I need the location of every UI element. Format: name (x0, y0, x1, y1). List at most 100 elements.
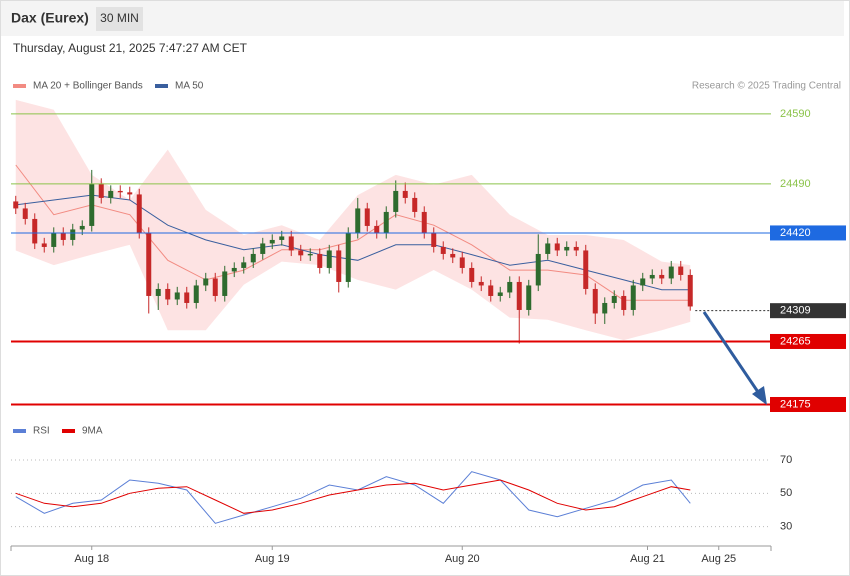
legend-swatch (155, 84, 168, 88)
y-tick-label: 70 (780, 454, 792, 466)
candle-body (336, 250, 342, 282)
candle-body (250, 253, 256, 263)
price-level-box (770, 333, 846, 349)
price-level-box (770, 396, 846, 412)
candle-body (32, 218, 38, 244)
candle-body (79, 225, 85, 230)
candle-body (440, 246, 446, 254)
candle-body (146, 232, 152, 296)
candle-body (108, 190, 114, 198)
timeframe[interactable]: 30 MIN (100, 11, 139, 25)
candle-body (564, 246, 570, 251)
candle-body (355, 208, 361, 233)
price-level-label: 24490 (780, 178, 811, 190)
candle-body (592, 288, 598, 314)
source: Research © 2025 Trading Central (692, 81, 841, 92)
candle-body (678, 266, 684, 275)
candle-body (165, 288, 171, 300)
candle-body (184, 292, 190, 303)
candle-body (583, 250, 589, 289)
legend-swatch (62, 429, 75, 433)
legend-label: MA 50 (175, 81, 204, 92)
candle-body (659, 274, 665, 279)
candle-body (127, 192, 133, 195)
legend-swatch (13, 429, 26, 433)
candle-body (431, 232, 437, 247)
price-level-label: 24175 (780, 398, 811, 410)
candle-body (288, 236, 294, 251)
candle-body (640, 278, 646, 286)
price-level-box (770, 303, 846, 319)
y-tick-label: 30 (780, 521, 792, 533)
x-tick-label: Aug 25 (701, 553, 736, 565)
forecast-arrow (702, 311, 760, 393)
x-tick-label: Aug 19 (255, 553, 290, 565)
indicator-line (15, 479, 691, 514)
price-level-label: 24590 (780, 108, 811, 120)
candle-body (602, 302, 608, 314)
subtitle: Thursday, August 21, 2025 7:47:27 AM CET (13, 41, 248, 55)
legend-label: RSI (33, 426, 50, 437)
candle-body (212, 278, 218, 296)
candle-body (421, 211, 427, 233)
candle-body (478, 281, 484, 286)
candle-body (516, 281, 522, 310)
main-layer: Aug 18 Aug 19 Aug 20 Aug 21 Aug 25 MA 20 + Bo… (11, 81, 846, 565)
x-tick-label: Aug 21 (630, 553, 665, 565)
y-tick-label: 50 (780, 487, 792, 499)
timeframe-button[interactable] (96, 7, 143, 31)
candle-body (621, 295, 627, 310)
candle-body (535, 253, 541, 286)
candle-body (89, 183, 95, 226)
candle-body (298, 250, 304, 256)
bollinger-band (15, 99, 691, 341)
candle-body (174, 292, 180, 300)
candle-body (317, 253, 323, 268)
legend-label: 9MA (82, 426, 103, 437)
candle-body (459, 257, 465, 268)
price-level-label: 24309 (780, 305, 811, 317)
candle-body (526, 285, 532, 310)
chart-title: Dax (Eurex) (11, 10, 89, 26)
candle-body (279, 236, 285, 240)
candle-body (203, 278, 209, 286)
candle-body (241, 262, 247, 268)
candle-body (668, 266, 674, 279)
candle-body (630, 285, 636, 310)
candle-body (469, 267, 475, 282)
candle-body (554, 243, 560, 251)
candle-body (507, 281, 513, 293)
candle-body (307, 253, 313, 256)
price-level-box (770, 225, 846, 241)
candle-body (155, 288, 161, 296)
band-layer (15, 99, 691, 341)
candle-body (193, 285, 199, 303)
candle-body (364, 208, 370, 226)
candle-body (22, 208, 28, 219)
candle-body (649, 274, 655, 279)
candle-body (488, 285, 494, 296)
candle-body (70, 229, 76, 240)
legend-swatch (13, 84, 26, 88)
legend-label: MA 20 + Bollinger Bands (33, 81, 143, 92)
candle-body (41, 243, 47, 247)
candle-body (374, 225, 380, 233)
candle-body (13, 201, 19, 209)
candle-body (51, 232, 57, 247)
x-tick-label: Aug 18 (74, 553, 109, 565)
candle-body (611, 295, 617, 303)
candle-body (450, 253, 456, 258)
candle-body (345, 232, 351, 282)
candle-body (269, 239, 275, 244)
forecast-arrowhead (752, 386, 767, 405)
candle-body (412, 197, 418, 212)
candle-body (98, 183, 104, 198)
candle-body (326, 250, 332, 268)
candle-body (402, 190, 408, 198)
candle-body (60, 232, 66, 240)
candle-body (136, 194, 142, 233)
candle-body (222, 271, 228, 296)
candle-body (687, 274, 693, 307)
candle-body (497, 292, 503, 296)
